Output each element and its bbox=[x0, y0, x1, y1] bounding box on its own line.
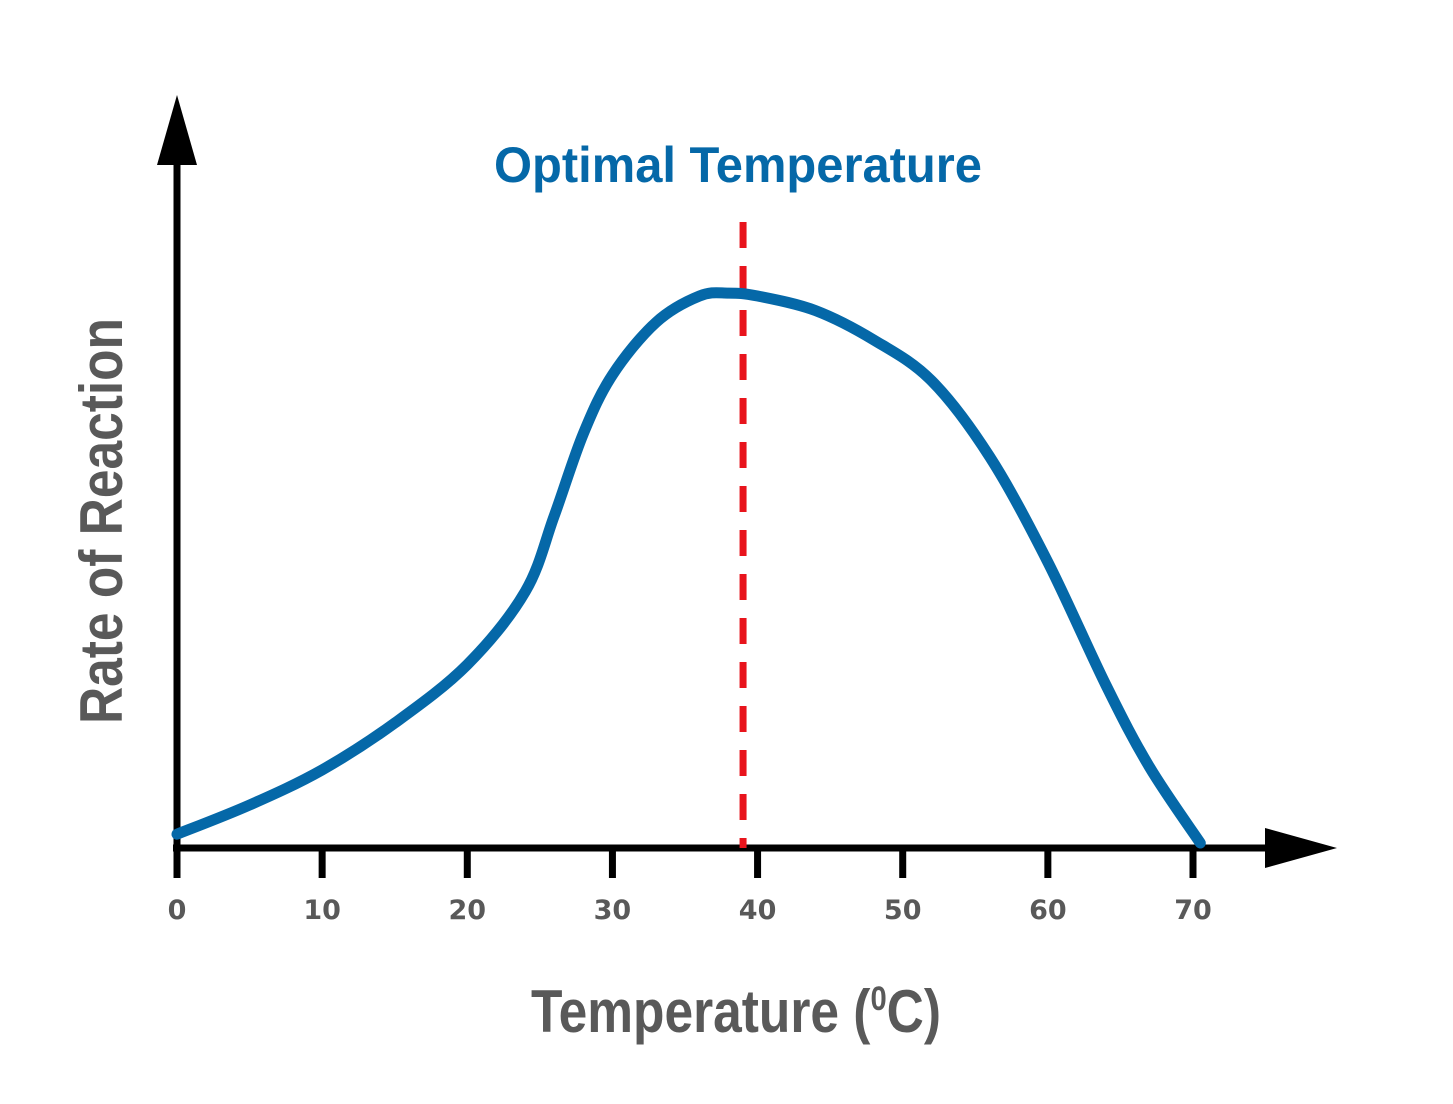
x-tick-labels: 0 10 20 30 40 50 60 70 bbox=[168, 895, 1212, 926]
x-tick-label: 70 bbox=[1174, 895, 1212, 926]
x-tick-label: 30 bbox=[594, 895, 632, 926]
x-tick-label: 10 bbox=[303, 895, 341, 926]
x-tick-label: 50 bbox=[884, 895, 922, 926]
x-axis-title-end: C) bbox=[887, 978, 941, 1045]
x-tick-label: 60 bbox=[1029, 895, 1067, 926]
rate-curve bbox=[171, 287, 1206, 849]
x-tick-label: 0 bbox=[168, 895, 187, 926]
x-axis-arrow bbox=[1265, 828, 1337, 868]
x-tick-label: 20 bbox=[448, 895, 486, 926]
x-ticks bbox=[173, 848, 1197, 878]
optimal-temperature-annotation: Optimal Temperature bbox=[494, 137, 982, 193]
y-axis-arrow bbox=[157, 95, 197, 165]
x-axis-title-main: Temperature ( bbox=[531, 978, 870, 1045]
y-axis-title: Rate of Reaction bbox=[68, 318, 135, 724]
x-tick-label: 40 bbox=[739, 895, 777, 926]
x-axis-title-superscript: 0 bbox=[870, 980, 886, 1018]
x-axis-title: Temperature (0C) bbox=[531, 978, 941, 1045]
